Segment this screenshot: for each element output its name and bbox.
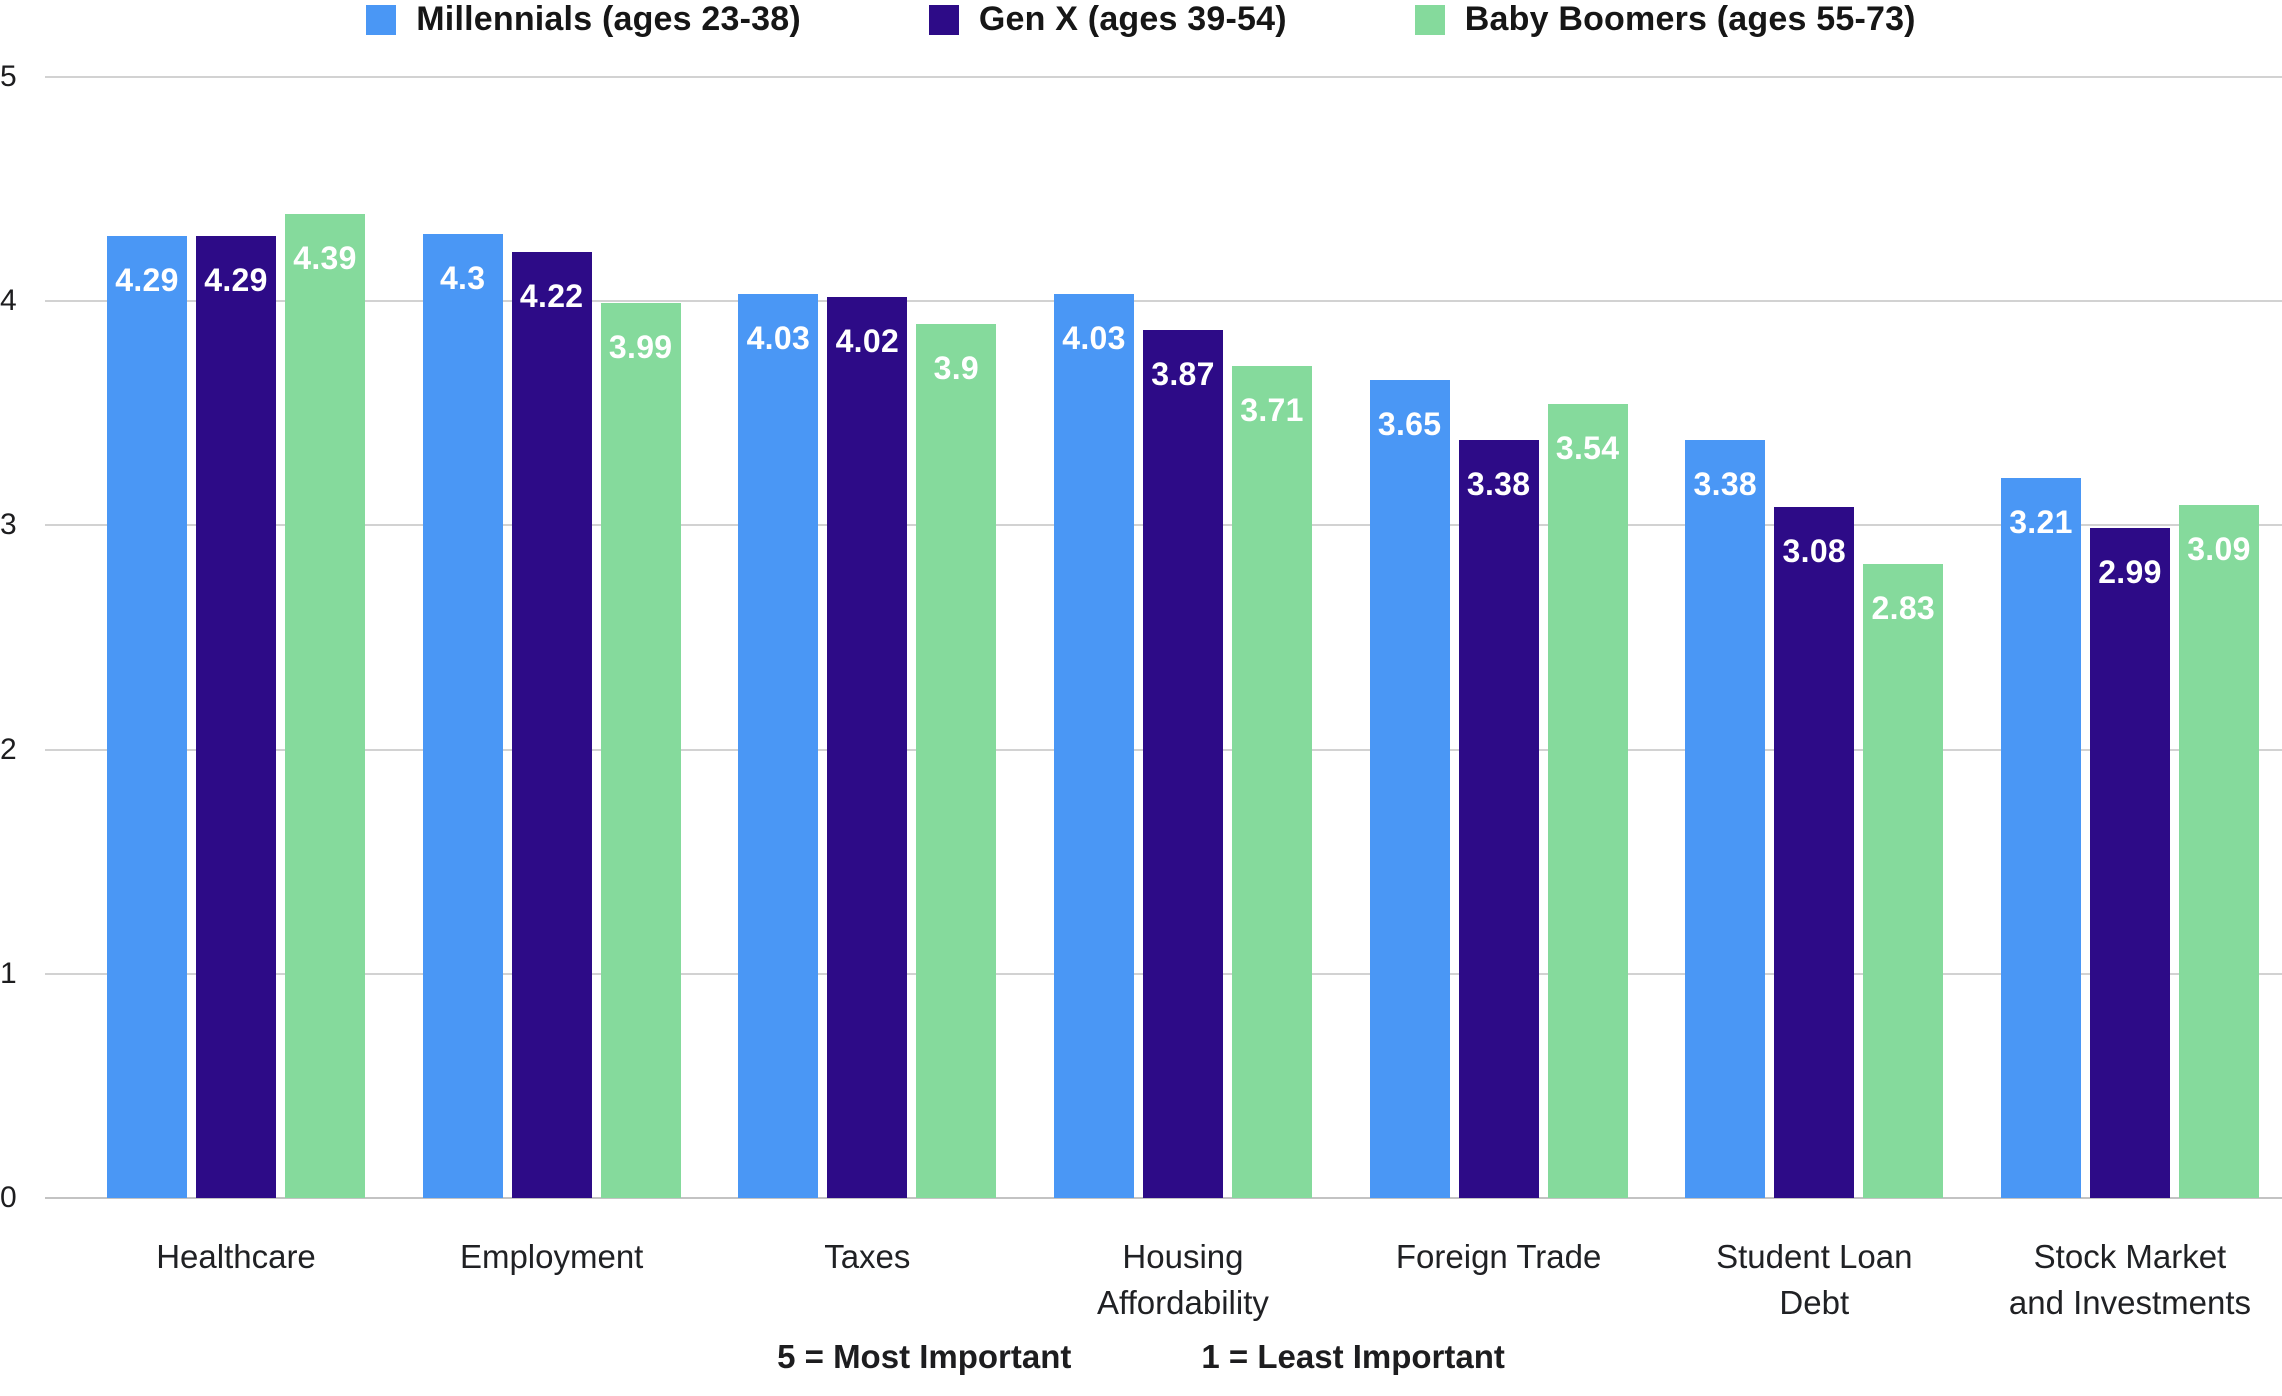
- legend-item-gen-x-ages-39-54: Gen X (ages 39-54): [928, 0, 1287, 39]
- bar-group-student-loan-debt: 3.38 3.08 2.83: [1685, 77, 1944, 1198]
- category-label-line: Affordability: [1097, 1284, 1269, 1321]
- bar-baby-boomers-ages-55-73-foreign-trade: 3.54: [1547, 404, 1628, 1198]
- bar-group-employment: 4.3 4.22 3.99: [422, 77, 681, 1198]
- bar-value-label: 2.83: [1871, 589, 1936, 626]
- legend-item-baby-boomers-ages-55-73: Baby Boomers (ages 55-73): [1414, 0, 1916, 39]
- bar-value-label: 4.39: [293, 239, 357, 276]
- bar-value-label: 2.99: [2098, 553, 2162, 590]
- y-axis-tick-4: 4: [0, 284, 17, 318]
- footnote-most-important: 5 = Most Important: [777, 1338, 1072, 1375]
- bar-millennials-ages-23-38-student-loan-debt: 3.38: [1685, 440, 1766, 1198]
- category-label-line: Taxes: [824, 1238, 911, 1275]
- bar-value-label: 3.71: [1240, 392, 1304, 429]
- category-label-line: Employment: [459, 1238, 644, 1275]
- category-label-employment: Employment: [423, 1234, 681, 1326]
- category-label-line: Debt: [1779, 1284, 1850, 1321]
- bar-baby-boomers-ages-55-73-stock-market-and-investments: 3.09: [2178, 505, 2259, 1198]
- bar-value-label: 4.3: [439, 259, 486, 296]
- bar-group-housing-affordability: 4.03 3.87 3.71: [1053, 77, 1312, 1198]
- bar-millennials-ages-23-38-housing-affordability: 4.03: [1053, 294, 1134, 1198]
- category-label-line: Healthcare: [156, 1238, 316, 1275]
- bar-value-label: 4.03: [746, 320, 811, 357]
- bar-value-label: 4.03: [1062, 320, 1126, 357]
- category-label-student-loan-debt: Student Loan Debt: [1685, 1234, 1943, 1326]
- gridline-0: [45, 1197, 2282, 1199]
- category-label-stock-market-and-investments: Stock Market and Investments: [2001, 1234, 2259, 1326]
- bar-group-foreign-trade: 3.65 3.38 3.54: [1369, 77, 1628, 1198]
- bar-gen-x-ages-39-54-healthcare: 4.29: [196, 236, 276, 1198]
- bar-value-label: 3.99: [608, 329, 673, 366]
- x-axis-category-labels: Healthcare Employment Taxes Housing Affordab…: [107, 1234, 2259, 1326]
- y-axis-tick-2: 2: [0, 732, 17, 766]
- bar-baby-boomers-ages-55-73-housing-affordability: 3.71: [1231, 366, 1312, 1198]
- bar-millennials-ages-23-38-employment: 4.3: [422, 233, 503, 1198]
- category-label-housing-affordability: Housing Affordability: [1054, 1234, 1312, 1326]
- legend-item-millennials-ages-23-38: Millennials (ages 23-38): [366, 0, 801, 39]
- bar-value-label: 3.87: [1151, 356, 1215, 393]
- category-label-foreign-trade: Foreign Trade: [1370, 1234, 1628, 1326]
- chart-legend: Millennials (ages 23-38) Gen X (ages 39-5…: [0, 0, 2282, 50]
- bar-baby-boomers-ages-55-73-employment: 3.99: [600, 303, 681, 1198]
- y-axis-tick-5: 5: [0, 60, 17, 93]
- legend-label: Gen X (ages 39-54): [978, 0, 1287, 38]
- legend-label: Baby Boomers (ages 55-73): [1464, 0, 1916, 38]
- bar-value-label: 3.38: [1466, 466, 1531, 503]
- bar-gen-x-ages-39-54-stock-market-and-investments: 2.99: [2089, 527, 2170, 1198]
- bar-value-label: 4.22: [519, 277, 584, 314]
- category-label-line: and Investments: [2008, 1284, 2251, 1321]
- y-axis-tick-0: 0: [0, 1181, 17, 1214]
- category-label-line: Housing: [1122, 1238, 1244, 1275]
- bar-groups: 4.29 4.29 4.39 4.3 4.22 3.99 4.03 4.02 3.9 4.03 3.…: [107, 77, 2259, 1198]
- bar-baby-boomers-ages-55-73-healthcare: 4.39: [285, 213, 365, 1198]
- legend-swatch-icon: [1414, 4, 1445, 35]
- category-label-line: Stock Market: [2033, 1238, 2227, 1275]
- bar-millennials-ages-23-38-foreign-trade: 3.65: [1369, 379, 1450, 1198]
- bar-value-label: 3.21: [2009, 504, 2073, 541]
- bar-group-stock-market-and-investments: 3.21 2.99 3.09: [2000, 77, 2259, 1198]
- legend-swatch-icon: [366, 4, 397, 35]
- category-label-line: Foreign Trade: [1395, 1238, 1602, 1275]
- footnote-least-important: 1 = Least Important: [1201, 1338, 1505, 1375]
- bar-value-label: 4.29: [115, 262, 179, 299]
- y-axis-tick-1: 1: [0, 956, 17, 990]
- bar-value-label: 3.38: [1693, 466, 1758, 503]
- bar-value-label: 4.29: [204, 262, 268, 299]
- category-label-line: Student Loan: [1716, 1238, 1913, 1275]
- gridline-5: [45, 76, 2282, 78]
- bar-baby-boomers-ages-55-73-taxes: 3.9: [916, 323, 997, 1198]
- bar-millennials-ages-23-38-stock-market-and-investments: 3.21: [2000, 478, 2081, 1198]
- bar-value-label: 3.08: [1782, 533, 1847, 570]
- bar-value-label: 3.9: [933, 349, 979, 386]
- y-axis-tick-3: 3: [0, 508, 17, 542]
- bar-gen-x-ages-39-54-student-loan-debt: 3.08: [1774, 507, 1855, 1198]
- bar-gen-x-ages-39-54-employment: 4.22: [511, 251, 592, 1198]
- legend-label: Millennials (ages 23-38): [416, 0, 801, 38]
- gridline-4: [45, 300, 2282, 303]
- bar-value-label: 3.65: [1377, 405, 1442, 442]
- bar-gen-x-ages-39-54-foreign-trade: 3.38: [1458, 440, 1539, 1198]
- bar-gen-x-ages-39-54-housing-affordability: 3.87: [1142, 330, 1223, 1198]
- bar-value-label: 3.09: [2187, 531, 2251, 568]
- bar-group-taxes: 4.03 4.02 3.9: [738, 77, 997, 1198]
- bar-group-healthcare: 4.29 4.29 4.39: [107, 77, 365, 1198]
- bar-value-label: 3.54: [1555, 430, 1620, 467]
- bar-baby-boomers-ages-55-73-student-loan-debt: 2.83: [1863, 563, 1944, 1198]
- bar-millennials-ages-23-38-healthcare: 4.29: [107, 236, 187, 1198]
- category-label-healthcare: Healthcare: [107, 1234, 365, 1326]
- legend-swatch-icon: [928, 4, 959, 35]
- category-label-taxes: Taxes: [738, 1234, 996, 1326]
- bar-millennials-ages-23-38-taxes: 4.03: [738, 294, 819, 1198]
- scale-footnote: 5 = Most Important 1 = Least Important: [0, 1338, 2282, 1376]
- bar-gen-x-ages-39-54-taxes: 4.02: [827, 296, 908, 1198]
- bar-value-label: 4.02: [835, 322, 900, 359]
